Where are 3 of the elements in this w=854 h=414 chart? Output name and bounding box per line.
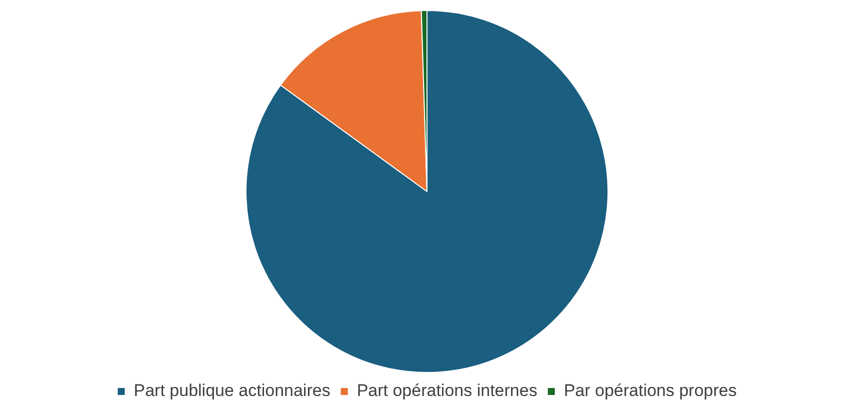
legend-label: Part opérations internes (356, 381, 538, 400)
legend-label: Par opérations propres (564, 381, 737, 400)
legend-label: Part publique actionnaires (134, 381, 330, 400)
